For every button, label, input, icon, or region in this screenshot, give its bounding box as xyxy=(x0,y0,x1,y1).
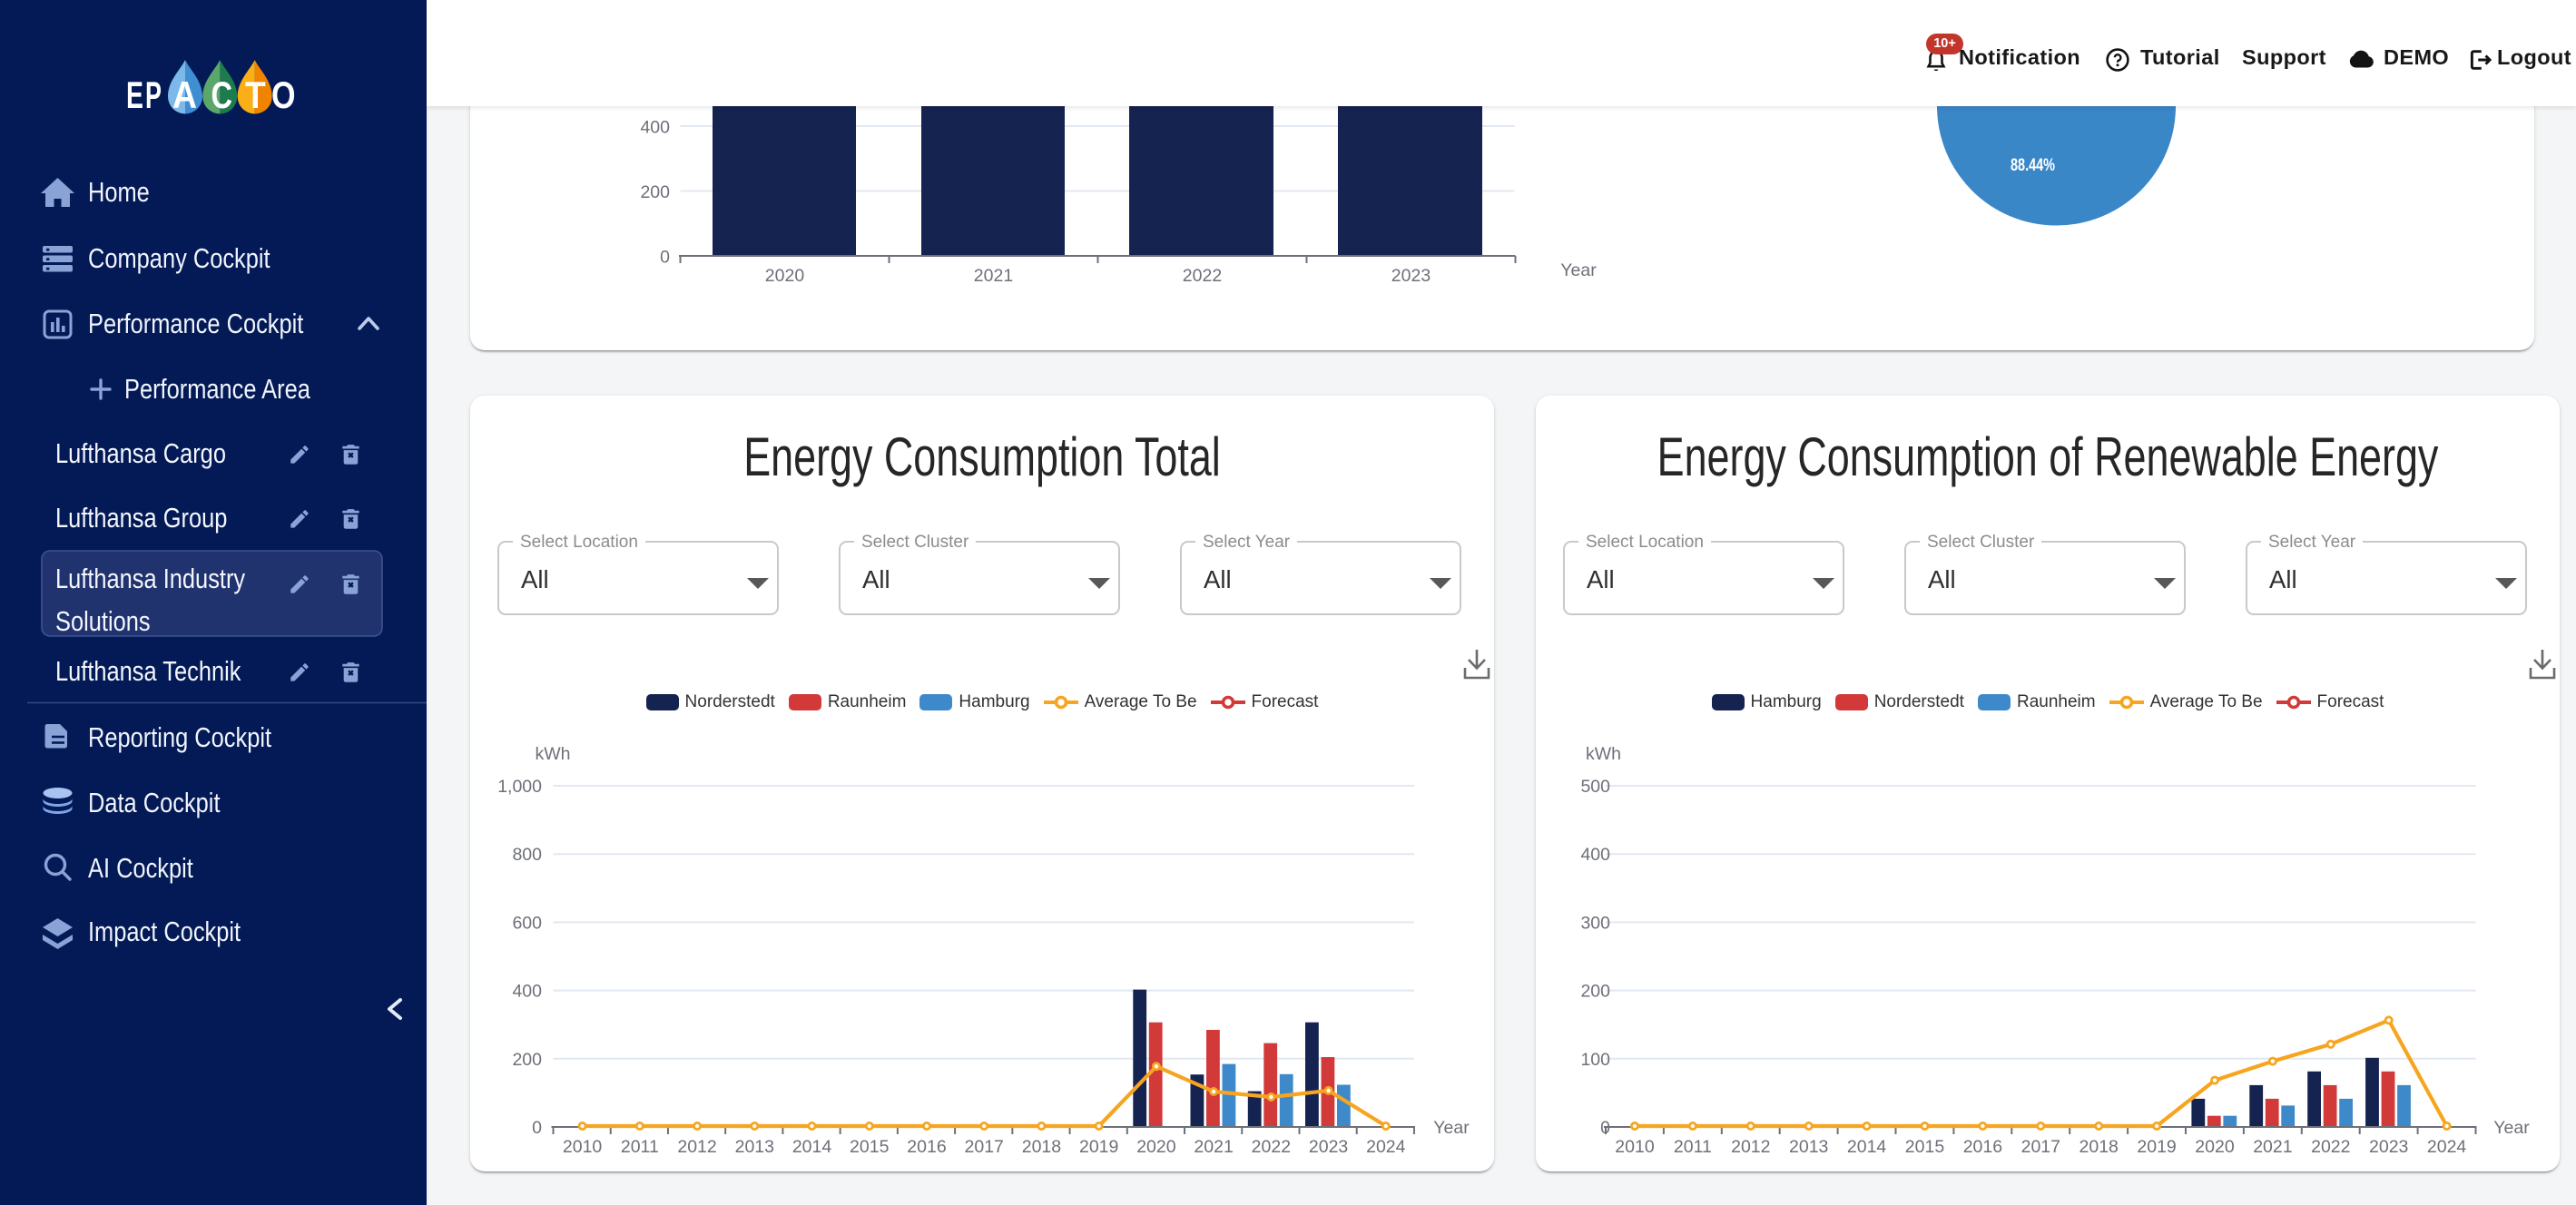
svg-text:2022: 2022 xyxy=(1183,266,1222,286)
svg-text:2018: 2018 xyxy=(2079,1137,2119,1157)
svg-text:2016: 2016 xyxy=(1963,1137,2002,1157)
svg-text:200: 200 xyxy=(1580,982,1610,1002)
svg-text:kWh: kWh xyxy=(1586,744,1621,764)
svg-text:1,000: 1,000 xyxy=(497,777,542,797)
svg-text:2022: 2022 xyxy=(2311,1137,2350,1157)
svg-text:2013: 2013 xyxy=(1789,1137,1828,1157)
svg-text:2023: 2023 xyxy=(1309,1137,1348,1157)
svg-text:O: O xyxy=(271,73,296,116)
svg-text:2010: 2010 xyxy=(1615,1137,1655,1157)
svg-text:800: 800 xyxy=(512,845,542,865)
svg-text:Year: Year xyxy=(1560,260,1597,280)
svg-text:88.44%: 88.44% xyxy=(2011,155,2055,175)
svg-text:2019: 2019 xyxy=(1079,1137,1118,1157)
svg-text:kWh: kWh xyxy=(536,744,571,764)
svg-text:T: T xyxy=(245,73,266,116)
svg-text:2016: 2016 xyxy=(907,1137,946,1157)
svg-text:600: 600 xyxy=(512,913,542,933)
svg-text:2014: 2014 xyxy=(792,1137,832,1157)
svg-text:Year: Year xyxy=(2493,1118,2530,1138)
svg-text:400: 400 xyxy=(1580,845,1610,865)
svg-text:2010: 2010 xyxy=(563,1137,603,1157)
svg-text:C: C xyxy=(211,73,233,116)
svg-text:400: 400 xyxy=(512,982,542,1002)
svg-text:E: E xyxy=(126,73,143,116)
svg-text:2015: 2015 xyxy=(850,1137,890,1157)
svg-text:2020: 2020 xyxy=(765,266,805,286)
svg-text:2022: 2022 xyxy=(1252,1137,1291,1157)
svg-text:2020: 2020 xyxy=(2195,1137,2235,1157)
svg-text:500: 500 xyxy=(1580,777,1610,797)
svg-text:400: 400 xyxy=(640,118,670,138)
svg-text:2021: 2021 xyxy=(1194,1137,1233,1157)
svg-text:300: 300 xyxy=(1580,913,1610,933)
svg-text:2017: 2017 xyxy=(965,1137,1004,1157)
svg-text:200: 200 xyxy=(640,182,670,202)
svg-text:2011: 2011 xyxy=(621,1137,659,1157)
svg-text:2011: 2011 xyxy=(1674,1137,1712,1157)
svg-text:2019: 2019 xyxy=(2137,1137,2176,1157)
svg-text:2021: 2021 xyxy=(974,266,1013,286)
svg-text:2023: 2023 xyxy=(1391,266,1431,286)
svg-text:2020: 2020 xyxy=(1136,1137,1176,1157)
svg-text:2017: 2017 xyxy=(2021,1137,2060,1157)
svg-text:2015: 2015 xyxy=(1905,1137,1945,1157)
svg-text:A: A xyxy=(172,73,197,116)
svg-text:2013: 2013 xyxy=(735,1137,774,1157)
svg-text:2018: 2018 xyxy=(1022,1137,1061,1157)
svg-text:2014: 2014 xyxy=(1847,1137,1887,1157)
svg-text:2021: 2021 xyxy=(2253,1137,2292,1157)
svg-text:2012: 2012 xyxy=(1731,1137,1770,1157)
svg-text:100: 100 xyxy=(1580,1050,1610,1070)
svg-text:0: 0 xyxy=(532,1118,542,1138)
svg-text:P: P xyxy=(145,73,162,116)
svg-text:Year: Year xyxy=(1433,1118,1470,1138)
svg-text:0: 0 xyxy=(660,248,670,268)
svg-text:2024: 2024 xyxy=(2427,1137,2467,1157)
svg-text:2012: 2012 xyxy=(677,1137,716,1157)
svg-text:200: 200 xyxy=(512,1050,542,1070)
svg-text:2024: 2024 xyxy=(1366,1137,1406,1157)
svg-text:2023: 2023 xyxy=(2369,1137,2408,1157)
